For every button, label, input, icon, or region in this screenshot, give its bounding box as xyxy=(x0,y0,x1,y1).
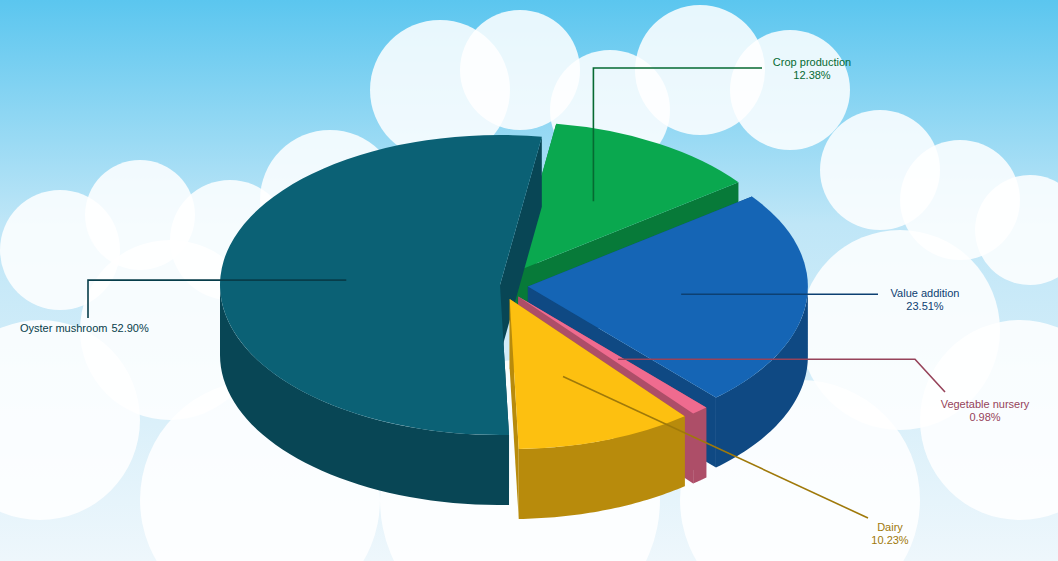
category-label: Oyster mushroom xyxy=(20,322,107,334)
value-label: 0.98% xyxy=(969,411,1000,423)
value-label: 12.38% xyxy=(793,69,831,81)
slice xyxy=(220,135,542,435)
cloud xyxy=(0,320,140,520)
leader-line xyxy=(618,359,945,392)
leader-line xyxy=(88,280,346,318)
category-label: Vegetable nursery xyxy=(941,398,1030,410)
slice-side xyxy=(693,408,706,484)
cloud xyxy=(920,320,1058,520)
value-label: 23.51% xyxy=(906,300,944,312)
value-label: 10.23% xyxy=(871,534,909,546)
slice-group xyxy=(220,135,542,505)
clouds xyxy=(0,5,1058,561)
leader-line xyxy=(563,376,868,518)
cloud xyxy=(975,175,1058,285)
pie xyxy=(220,124,808,519)
category-label: Value addition xyxy=(891,287,960,299)
cloud xyxy=(730,30,850,150)
category-label: Dairy xyxy=(877,521,903,533)
chart: Crop production12.38% Value addition23.51… xyxy=(0,0,1058,561)
data-label: Oyster mushroom 52.90% xyxy=(20,322,149,334)
slice-group xyxy=(510,299,685,519)
value-label: 52.90% xyxy=(111,322,149,334)
category-label: Crop production xyxy=(773,56,851,68)
labels: Crop production12.38% Value addition23.51… xyxy=(20,56,1030,546)
slice xyxy=(510,299,685,449)
leader-line xyxy=(681,294,878,296)
leader-line xyxy=(593,68,762,201)
